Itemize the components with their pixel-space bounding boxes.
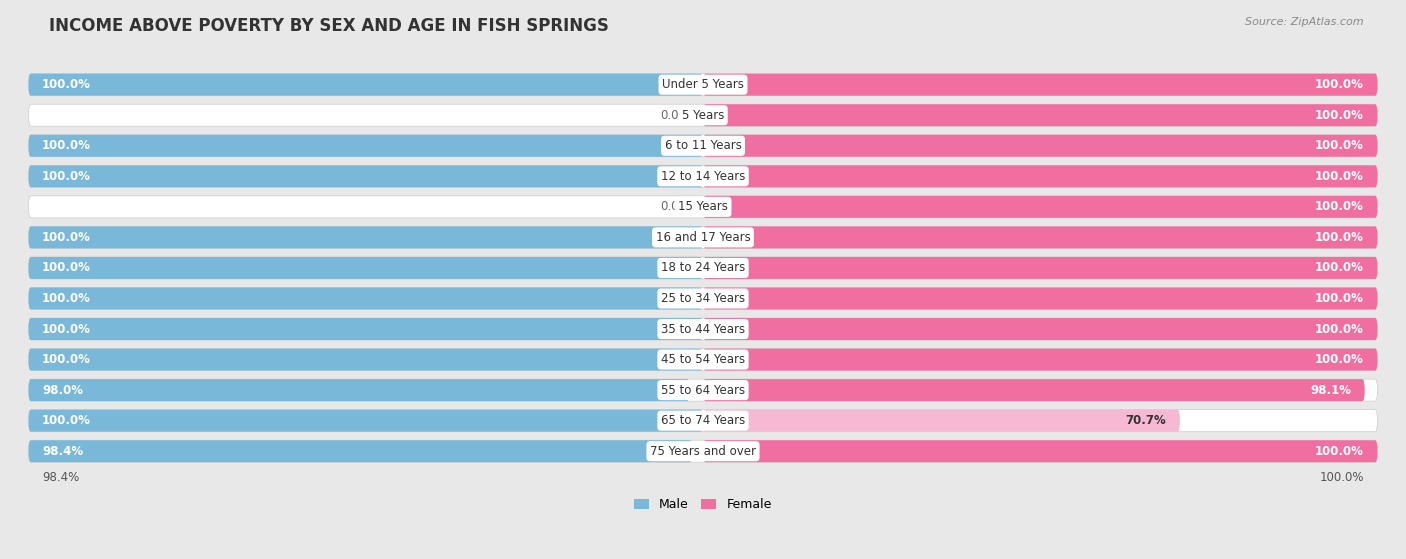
FancyBboxPatch shape [28, 440, 1378, 462]
FancyBboxPatch shape [703, 196, 1378, 218]
FancyBboxPatch shape [28, 349, 1378, 371]
FancyBboxPatch shape [28, 440, 692, 462]
Text: 100.0%: 100.0% [1315, 78, 1364, 91]
FancyBboxPatch shape [28, 287, 1378, 310]
FancyBboxPatch shape [28, 318, 1378, 340]
Text: 100.0%: 100.0% [1315, 200, 1364, 214]
FancyBboxPatch shape [28, 135, 703, 157]
Text: Under 5 Years: Under 5 Years [662, 78, 744, 91]
Text: 5 Years: 5 Years [682, 108, 724, 122]
Text: 100.0%: 100.0% [1315, 262, 1364, 274]
FancyBboxPatch shape [28, 410, 703, 432]
Text: 100.0%: 100.0% [1315, 231, 1364, 244]
FancyBboxPatch shape [28, 104, 1378, 126]
Text: 100.0%: 100.0% [42, 353, 91, 366]
FancyBboxPatch shape [28, 226, 1378, 248]
Text: 12 to 14 Years: 12 to 14 Years [661, 170, 745, 183]
Text: 98.4%: 98.4% [42, 471, 79, 484]
FancyBboxPatch shape [28, 226, 703, 248]
FancyBboxPatch shape [703, 440, 1378, 462]
Text: 100.0%: 100.0% [1315, 108, 1364, 122]
Text: 100.0%: 100.0% [1315, 323, 1364, 335]
FancyBboxPatch shape [703, 349, 1378, 371]
Text: 100.0%: 100.0% [1315, 445, 1364, 458]
Text: 35 to 44 Years: 35 to 44 Years [661, 323, 745, 335]
Text: 100.0%: 100.0% [1315, 139, 1364, 152]
Text: 100.0%: 100.0% [1315, 353, 1364, 366]
FancyBboxPatch shape [703, 318, 1378, 340]
FancyBboxPatch shape [28, 349, 703, 371]
FancyBboxPatch shape [28, 379, 1378, 401]
Text: 16 and 17 Years: 16 and 17 Years [655, 231, 751, 244]
Text: 45 to 54 Years: 45 to 54 Years [661, 353, 745, 366]
FancyBboxPatch shape [28, 287, 703, 310]
FancyBboxPatch shape [28, 165, 1378, 187]
Text: 100.0%: 100.0% [42, 292, 91, 305]
FancyBboxPatch shape [703, 74, 1378, 96]
FancyBboxPatch shape [28, 257, 703, 279]
Text: 100.0%: 100.0% [42, 323, 91, 335]
FancyBboxPatch shape [28, 135, 1378, 157]
Text: 98.4%: 98.4% [42, 445, 83, 458]
Text: 0.0%: 0.0% [659, 200, 689, 214]
Text: 65 to 74 Years: 65 to 74 Years [661, 414, 745, 427]
Text: 100.0%: 100.0% [42, 170, 91, 183]
FancyBboxPatch shape [28, 318, 703, 340]
Text: INCOME ABOVE POVERTY BY SEX AND AGE IN FISH SPRINGS: INCOME ABOVE POVERTY BY SEX AND AGE IN F… [49, 17, 609, 35]
Text: 100.0%: 100.0% [1315, 292, 1364, 305]
Text: 100.0%: 100.0% [42, 414, 91, 427]
Text: 100.0%: 100.0% [1315, 170, 1364, 183]
Text: 75 Years and over: 75 Years and over [650, 445, 756, 458]
Text: 100.0%: 100.0% [42, 78, 91, 91]
Text: 6 to 11 Years: 6 to 11 Years [665, 139, 741, 152]
Text: 25 to 34 Years: 25 to 34 Years [661, 292, 745, 305]
FancyBboxPatch shape [703, 257, 1378, 279]
FancyBboxPatch shape [28, 196, 1378, 218]
FancyBboxPatch shape [28, 379, 689, 401]
Legend: Male, Female: Male, Female [630, 493, 776, 517]
Text: 70.7%: 70.7% [1126, 414, 1167, 427]
Text: 98.0%: 98.0% [42, 383, 83, 397]
Text: 0.0%: 0.0% [659, 108, 689, 122]
Text: 98.1%: 98.1% [1310, 383, 1351, 397]
FancyBboxPatch shape [703, 135, 1378, 157]
FancyBboxPatch shape [28, 410, 1378, 432]
Text: 100.0%: 100.0% [1319, 471, 1364, 484]
Text: 100.0%: 100.0% [42, 262, 91, 274]
FancyBboxPatch shape [28, 165, 703, 187]
FancyBboxPatch shape [703, 165, 1378, 187]
FancyBboxPatch shape [703, 379, 1365, 401]
Text: 18 to 24 Years: 18 to 24 Years [661, 262, 745, 274]
FancyBboxPatch shape [703, 104, 1378, 126]
FancyBboxPatch shape [703, 410, 1180, 432]
FancyBboxPatch shape [703, 287, 1378, 310]
Text: Source: ZipAtlas.com: Source: ZipAtlas.com [1246, 17, 1364, 27]
FancyBboxPatch shape [703, 226, 1378, 248]
Text: 100.0%: 100.0% [42, 231, 91, 244]
FancyBboxPatch shape [28, 74, 703, 96]
Text: 15 Years: 15 Years [678, 200, 728, 214]
FancyBboxPatch shape [28, 257, 1378, 279]
Text: 100.0%: 100.0% [42, 139, 91, 152]
FancyBboxPatch shape [28, 74, 1378, 96]
Text: 55 to 64 Years: 55 to 64 Years [661, 383, 745, 397]
